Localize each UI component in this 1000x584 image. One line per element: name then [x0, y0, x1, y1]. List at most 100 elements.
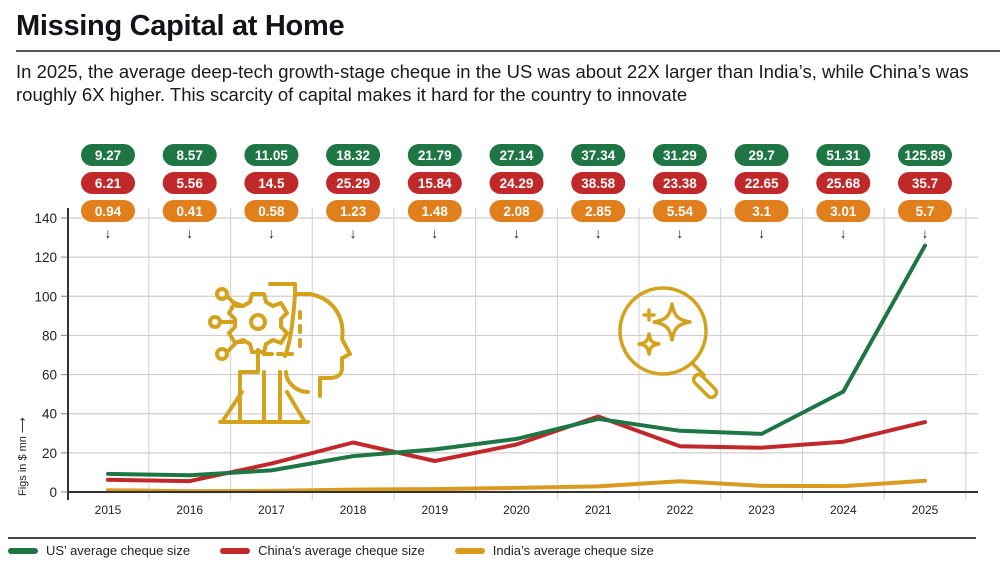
data-label-text: 25.68 — [826, 176, 860, 191]
data-label-pill — [81, 172, 135, 194]
y-tick-label: 60 — [42, 368, 57, 383]
data-label-pill — [326, 200, 381, 222]
chart-subtitle: In 2025, the average deep-tech growth-st… — [16, 61, 969, 105]
down-arrow-icon: ↓ — [431, 225, 438, 241]
data-label-us: 8.57 — [162, 144, 217, 166]
data-label-us: 31.29 — [652, 144, 707, 166]
data-label-us: 29.7 — [734, 144, 789, 166]
data-label-us: 51.31 — [816, 144, 871, 166]
x-tick-label: 2018 — [340, 503, 367, 517]
legend-divider — [8, 537, 976, 539]
data-label-text: 24.29 — [500, 176, 534, 191]
data-label-text: 38.58 — [581, 176, 615, 191]
data-label-pill — [734, 172, 789, 194]
axes: 0 20 40 60 80 100 120 140 Figs in $ mn ⟶ 2015 2016… — [17, 208, 978, 517]
y-tick-label: 40 — [42, 407, 57, 422]
data-label-pill — [816, 144, 871, 166]
data-label-india: 2.08 — [489, 200, 544, 222]
x-tick-label: 2024 — [830, 503, 857, 517]
data-label-pill — [898, 144, 952, 166]
x-tick-label: 2019 — [421, 503, 448, 517]
data-label-text: 51.31 — [826, 148, 860, 163]
data-label-us: 21.79 — [407, 144, 462, 166]
data-label-pill — [81, 144, 135, 166]
down-arrow-icon: ↓ — [758, 225, 765, 241]
y-axis-label: Figs in $ mn ⟶ — [17, 417, 29, 496]
data-label-text: 29.7 — [748, 148, 774, 163]
data-label-text: 15.84 — [418, 176, 452, 191]
magnifier-sparkles-icon — [618, 286, 719, 400]
x-tick-label: 2016 — [176, 503, 203, 517]
data-label-text: 5.7 — [916, 204, 935, 219]
ai-head-gear-icon — [208, 282, 352, 424]
legend-label-china: China’s average cheque size — [258, 543, 425, 558]
data-label-china: 25.29 — [326, 172, 381, 194]
data-label-pill — [162, 144, 217, 166]
legend-item-india: India’s average cheque size — [454, 543, 654, 558]
data-label-pill — [652, 200, 707, 222]
data-label-text: 6.21 — [95, 176, 122, 191]
data-label-text: 2.85 — [585, 204, 612, 219]
y-tick-label: 120 — [34, 250, 57, 265]
data-label-india: 0.58 — [244, 200, 299, 222]
down-arrow-icon: ↓ — [595, 225, 602, 241]
down-arrow-icon: ↓ — [840, 225, 847, 241]
data-label-text: 31.29 — [663, 148, 697, 163]
x-tick-label: 2022 — [667, 503, 694, 517]
data-label-text: 3.01 — [830, 204, 857, 219]
data-label-text: 9.27 — [95, 148, 121, 163]
down-arrow-icon: ↓ — [186, 225, 193, 241]
data-label-text: 27.14 — [500, 148, 534, 163]
data-label-pill — [816, 172, 871, 194]
data-label-us: 125.89 — [898, 144, 952, 166]
data-label-text: 18.32 — [336, 148, 370, 163]
title-divider — [16, 50, 1000, 52]
data-label-india: 1.48 — [407, 200, 462, 222]
x-tick-label: 2017 — [258, 503, 285, 517]
down-arrow-icon: ↓ — [513, 225, 520, 241]
data-label-text: 1.23 — [340, 204, 367, 219]
data-label-pill — [571, 172, 626, 194]
data-label-pill — [162, 200, 217, 222]
down-arrow-icon: ↓ — [676, 225, 683, 241]
data-label-india: 3.1 — [734, 200, 789, 222]
data-label-pill — [407, 172, 462, 194]
data-label-pill — [326, 144, 381, 166]
data-label-text: 5.54 — [667, 204, 694, 219]
data-label-china: 22.65 — [734, 172, 789, 194]
data-label-text: 22.65 — [745, 176, 779, 191]
down-arrow-icon: ↓ — [105, 225, 112, 241]
data-label-pill — [407, 144, 462, 166]
data-labels: 9.27 8.57 11.05 18.32 21.79 27.14 37.34 31.29 29… — [81, 144, 952, 241]
x-tick-label: 2015 — [95, 503, 122, 517]
down-arrow-icon: ↓ — [350, 225, 357, 241]
data-label-china: 15.84 — [407, 172, 462, 194]
data-label-us: 18.32 — [326, 144, 381, 166]
x-tick-label: 2020 — [503, 503, 530, 517]
x-tick-label: 2025 — [912, 503, 939, 517]
legend-label-us: US’ average cheque size — [46, 543, 191, 558]
data-label-india: 2.85 — [571, 200, 626, 222]
y-tick-label: 100 — [34, 289, 57, 304]
data-label-pill — [244, 172, 299, 194]
data-label-china: 35.7 — [898, 172, 952, 194]
data-label-india: 5.7 — [898, 200, 952, 222]
data-label-china: 23.38 — [652, 172, 707, 194]
data-label-india: 3.01 — [816, 200, 871, 222]
legend-item-us: US’ average cheque size — [8, 543, 190, 558]
data-label-text: 23.38 — [663, 176, 697, 191]
data-label-pill — [489, 172, 544, 194]
data-label-india: 0.94 — [81, 200, 135, 222]
data-label-china: 5.56 — [162, 172, 217, 194]
data-label-text: 0.58 — [258, 204, 285, 219]
data-label-china: 38.58 — [571, 172, 626, 194]
data-label-pill — [734, 144, 789, 166]
data-label-pill — [652, 144, 707, 166]
x-tick-label: 2023 — [748, 503, 775, 517]
data-label-text: 3.1 — [752, 204, 771, 219]
data-label-us: 9.27 — [81, 144, 135, 166]
data-label-text: 125.89 — [904, 148, 945, 163]
data-label-pill — [244, 200, 299, 222]
data-label-china: 25.68 — [816, 172, 871, 194]
